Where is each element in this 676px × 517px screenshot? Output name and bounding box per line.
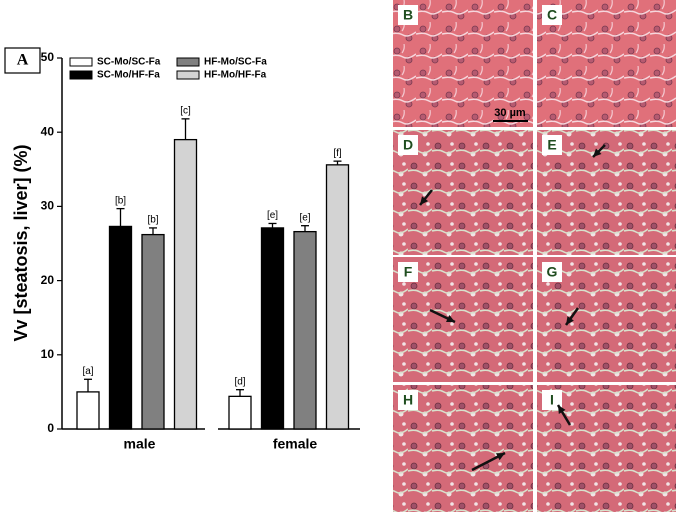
bar [228, 395, 252, 430]
micrograph-label: D [403, 137, 413, 153]
bar-annotation: [e] [299, 212, 310, 223]
micrograph-label: G [547, 264, 558, 280]
x-tick-label: female [273, 436, 318, 452]
y-tick-label: 50 [41, 50, 55, 64]
y-tick-label: 40 [41, 124, 55, 138]
legend-swatch [176, 57, 200, 67]
micrograph-label-box [398, 390, 418, 410]
bar-annotation: [e] [267, 210, 278, 221]
micrograph-label-box [542, 262, 562, 282]
micrographs: B C D E F G H I 30 µm [393, 0, 676, 512]
arrow-head [420, 196, 429, 205]
bar-annotation: [d] [234, 376, 245, 387]
panel-label-box [4, 47, 41, 74]
bar [293, 230, 317, 430]
micrograph-label-box [398, 5, 418, 25]
micrograph-label: F [404, 264, 413, 280]
panel-label: A [17, 52, 29, 69]
y-tick-label: 30 [41, 199, 55, 213]
arrow-head [496, 453, 505, 461]
legend-swatch [176, 70, 200, 80]
legend-label: SC-Mo/SC-Fa [97, 57, 161, 68]
bar-annotation: [b] [115, 195, 126, 206]
bar-annotation: [a] [82, 366, 93, 377]
y-axis-label: Vv [steatosis, liver] (%) [11, 144, 31, 341]
x-tick-label: male [124, 436, 156, 452]
micrograph-label-box [542, 390, 562, 410]
bar [108, 225, 133, 430]
micrograph-label-box [398, 135, 418, 155]
bar-annotation: [f] [333, 148, 342, 159]
bar-annotation: [c] [180, 105, 191, 116]
micrograph-label-box [542, 135, 562, 155]
micrograph-label: H [403, 392, 413, 408]
y-tick-label: 20 [41, 273, 55, 287]
legend-swatch [69, 57, 93, 67]
micrograph-label: C [547, 7, 557, 23]
legend-label: SC-Mo/HF-Fa [97, 70, 160, 81]
legend-label: HF-Mo/SC-Fa [204, 57, 267, 68]
arrow-head [593, 148, 602, 157]
legend-label: HF-Mo/HF-Fa [204, 70, 267, 81]
micrograph-label-box [398, 262, 418, 282]
arrow-head [446, 314, 455, 323]
legend-swatch [69, 70, 93, 80]
bar-annotation: [b] [147, 215, 158, 226]
arrow-head [566, 316, 574, 325]
bar [173, 138, 198, 430]
micrograph-label: I [550, 392, 554, 408]
bar [325, 164, 350, 430]
micrograph-label-box [542, 5, 562, 25]
bar [141, 233, 165, 430]
scale-bar-label: 30 µm [494, 107, 526, 119]
micrograph-label: B [403, 7, 413, 23]
micrograph-label: E [547, 137, 556, 153]
y-tick-label: 0 [47, 421, 54, 435]
bar [76, 391, 100, 430]
bar [260, 227, 285, 430]
y-tick-label: 10 [41, 347, 55, 361]
arrow-head [558, 405, 566, 414]
